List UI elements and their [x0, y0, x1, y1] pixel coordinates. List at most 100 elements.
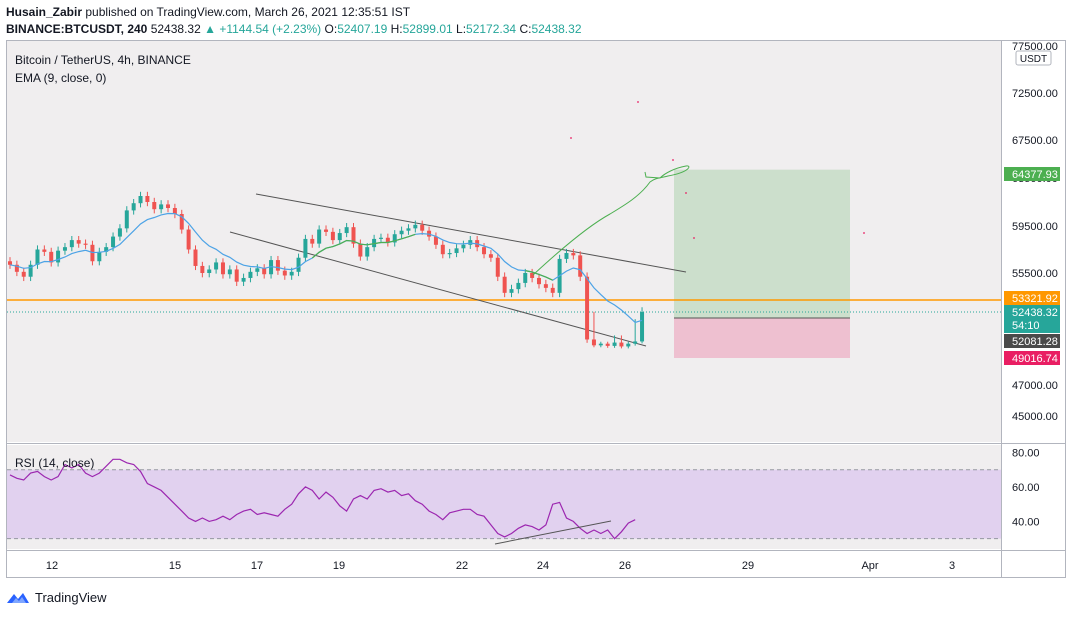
candle-body	[413, 224, 418, 229]
candle-body	[69, 240, 74, 248]
entry-badge	[1004, 291, 1060, 305]
candle-body	[317, 229, 322, 244]
rsi-legend[interactable]: RSI (14, close)	[15, 456, 94, 470]
candle-body	[488, 254, 493, 258]
candle-body	[262, 268, 267, 275]
time-tick-label: 24	[537, 560, 549, 572]
chart-frame[interactable]	[6, 40, 1066, 578]
candle-body	[406, 228, 411, 231]
candle-body	[530, 273, 535, 278]
candle-body	[172, 208, 177, 214]
candle-body	[255, 268, 260, 272]
channel-lower-trendline[interactable]	[229, 231, 647, 347]
rsi-band	[7, 469, 1001, 539]
time-tick-label: Apr	[861, 560, 878, 572]
candle-body	[227, 269, 232, 275]
position-profit-zone[interactable]	[674, 169, 850, 318]
candle-body	[200, 265, 205, 273]
candle-body	[207, 269, 212, 273]
price-tick-label: 55500.00	[1012, 268, 1058, 280]
candle-body	[365, 247, 370, 257]
time-axis[interactable]: 12 15 17 19 22 24 26 29 Apr 3	[46, 560, 955, 572]
candle-body	[461, 244, 466, 249]
candle-body	[378, 237, 383, 239]
currency-button[interactable]	[1015, 50, 1052, 66]
rsi-axis[interactable]: 80.00 60.00 40.00	[1012, 447, 1040, 528]
candle-body	[605, 343, 610, 346]
candle-body	[289, 271, 294, 276]
candle-body	[234, 269, 239, 282]
drawing-dots	[570, 101, 865, 239]
candle-body	[502, 276, 507, 293]
candle-body	[42, 249, 47, 252]
candle-body	[131, 203, 136, 211]
rsi-tick-label: 40.00	[1012, 516, 1040, 528]
candle-body	[117, 228, 122, 237]
candle-body	[344, 227, 349, 234]
candle-body	[619, 342, 624, 347]
candle-body	[626, 343, 631, 347]
close-label: C:	[519, 22, 532, 36]
candle-body	[296, 257, 301, 272]
candle-body	[56, 250, 61, 263]
drawing-dot	[672, 159, 674, 161]
symbol-interval: BINANCE:BTCUSDT, 240	[6, 22, 148, 36]
candle-body	[633, 341, 638, 344]
candle-body	[152, 202, 157, 210]
open-label: O:	[324, 22, 338, 36]
time-tick-label: 3	[949, 560, 955, 572]
time-tick-label: 15	[169, 560, 181, 572]
publisher-name[interactable]: Husain_Zabir	[6, 5, 83, 19]
price-tick-label: 47000.00	[1012, 380, 1058, 392]
price-axis[interactable]: 77500.0072500.0067500.0063500.0059500.00…	[1012, 41, 1058, 423]
open-value: 52407.19	[337, 22, 388, 36]
last-price-badge	[1004, 305, 1060, 333]
ema-legend[interactable]: EMA (9, close, 0)	[15, 71, 106, 85]
rsi-divergence-line[interactable]	[494, 520, 612, 545]
candle-body	[516, 282, 521, 290]
high-value: 52899.01	[402, 22, 453, 36]
price-tick-label: 45000.00	[1012, 411, 1058, 423]
ema-green-segment	[311, 233, 553, 281]
price-tick-label: 72500.00	[1012, 88, 1058, 100]
price-tick-label: 67500.00	[1012, 135, 1058, 147]
candle-body	[214, 262, 219, 270]
candle-body	[509, 289, 514, 293]
candle-body	[440, 244, 445, 255]
candle-body	[282, 270, 287, 276]
drawing-dot	[685, 192, 687, 194]
close-value: 52438.32	[531, 22, 582, 36]
tradingview-brand[interactable]: TradingView	[6, 590, 107, 605]
price-tick-label: 59500.00	[1012, 221, 1058, 233]
publish-line: Husain_Zabir published on TradingView.co…	[6, 5, 410, 19]
target-badge	[1004, 167, 1060, 181]
candle-body	[76, 240, 81, 244]
candle-body	[49, 251, 54, 263]
candle-body	[385, 237, 390, 243]
published-text: published on TradingView.com, March 26, …	[85, 5, 411, 19]
time-tick-label: 26	[619, 560, 631, 572]
symbol-legend[interactable]: Bitcoin / TetherUS, 4h, BINANCE	[15, 53, 191, 67]
candle-body	[124, 210, 129, 229]
candle-body	[591, 339, 596, 346]
ohlc-line: BINANCE:BTCUSDT, 240 52438.32 ▲ +1144.54…	[6, 22, 582, 36]
candle-body	[571, 253, 576, 256]
candle-body	[598, 343, 603, 346]
candle-body	[543, 284, 548, 288]
stop-line-badge-label: 52081.28	[1012, 336, 1058, 348]
price-pane-background	[7, 41, 1001, 442]
candle-body	[179, 214, 184, 230]
candle-body	[482, 247, 487, 255]
candle-body	[83, 243, 88, 245]
projection-brush[interactable]	[532, 165, 690, 276]
channel-upper-trendline[interactable]	[255, 193, 687, 273]
rsi-line	[9, 458, 636, 540]
low-label: L:	[456, 22, 467, 36]
position-loss-zone[interactable]	[674, 318, 850, 358]
stop-badge	[1004, 351, 1060, 365]
time-tick-label: 29	[742, 560, 754, 572]
candle-body	[585, 276, 590, 340]
candle-body	[447, 253, 452, 255]
